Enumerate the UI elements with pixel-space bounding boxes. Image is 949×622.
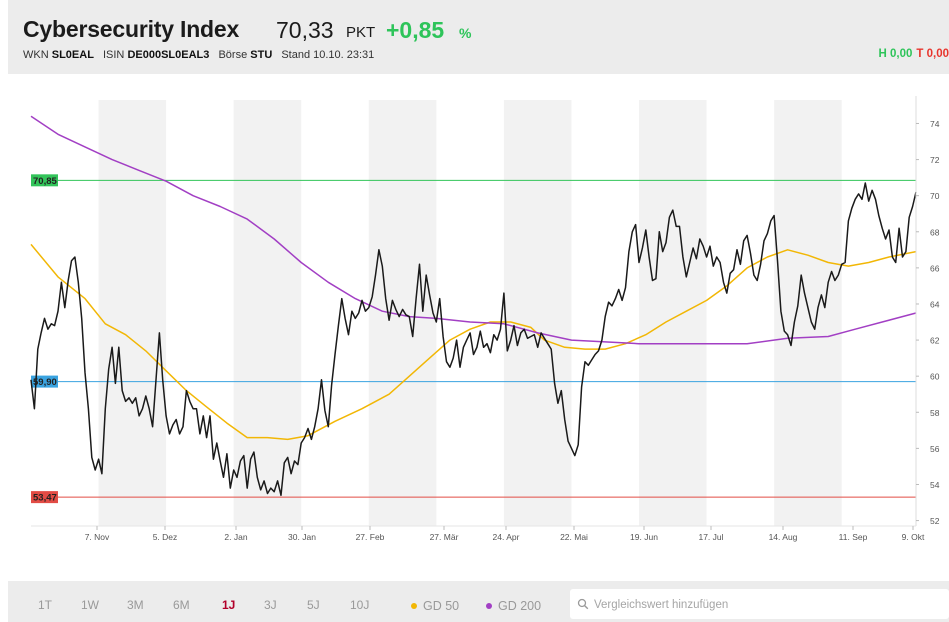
quote-header: Cybersecurity Index 70,33 PKT +0,85 % WK… — [8, 0, 949, 74]
series-line-gd-200 — [30, 115, 917, 345]
timestamp: Stand 10.10. 23:31 — [281, 49, 375, 61]
price-unit: PKT — [346, 24, 376, 41]
month-band-2 — [368, 100, 437, 526]
x-tick-label-10: 14. Aug — [769, 532, 798, 542]
page-title: Cybersecurity Index — [23, 16, 240, 42]
x-tick-label-7: 22. Mai — [560, 532, 588, 542]
y-tick-label-3: 58 — [930, 408, 940, 418]
month-band-4 — [639, 100, 707, 526]
y-tick-label-4: 60 — [930, 372, 940, 382]
x-tick-label-1: 5. Dez — [153, 532, 178, 542]
x-tick-label-0: 7. Nov — [85, 532, 110, 542]
range-1w[interactable]: 1W — [81, 598, 99, 612]
price-value: 70,33 — [276, 17, 334, 43]
y-tick-label-10: 72 — [930, 155, 940, 165]
y-tick-label-5: 62 — [930, 336, 940, 346]
y-tick-label-7: 66 — [930, 263, 940, 273]
day-high: H 0,00 — [878, 48, 913, 60]
chart-svg: 70,85 59,90 53,47 52 54 56 58 60 62 64 66 68 70 72 74… — [30, 96, 940, 542]
x-tick-label-8: 19. Jun — [630, 532, 658, 542]
reference-tag-1 — [31, 375, 58, 388]
range-6m[interactable]: 6M — [173, 598, 190, 612]
month-band-0 — [98, 100, 167, 526]
range-10j[interactable]: 10J — [350, 598, 370, 612]
y-tick-label-2: 56 — [930, 444, 940, 454]
legend-gd200-label: GD 200 — [498, 599, 542, 613]
legend-gd50-label: GD 50 — [423, 599, 460, 613]
reference-tag-0 — [31, 174, 58, 187]
x-tick-label-12: 9. Okt — [902, 532, 925, 542]
series-line-price — [30, 182, 917, 497]
range-5j[interactable]: 5J — [307, 598, 320, 612]
legend-gd200[interactable]: GD 200 — [486, 599, 541, 613]
day-low: T 0,00 — [916, 48, 949, 60]
security-meta: WKN SL0EAL ISIN DE000SL0EAL3 Börse STU S… — [23, 49, 374, 61]
reference-tag-2 — [31, 491, 58, 504]
exchange-label: Börse — [218, 49, 248, 61]
change-value: +0,85 — [386, 17, 445, 43]
isin-label: ISIN — [102, 49, 125, 61]
x-tick-label-9: 17. Jul — [698, 532, 723, 542]
y-tick-label-6: 64 — [930, 299, 940, 309]
x-tick-label-2: 2. Jan — [224, 532, 247, 542]
y-tick-label-8: 68 — [930, 227, 940, 237]
x-tick-label-3: 30. Jan — [288, 532, 316, 542]
month-band-5 — [774, 100, 842, 526]
search-icon — [577, 598, 589, 610]
isin-value: DE000SL0EAL3 — [127, 49, 210, 61]
legend-gd50[interactable]: GD 50 — [411, 599, 459, 613]
range-3j[interactable]: 3J — [264, 598, 277, 612]
reference-label-2: 53,47 — [33, 493, 57, 504]
month-band-1 — [233, 100, 302, 526]
y-tick-label-9: 70 — [930, 191, 940, 201]
y-tick-label-1: 54 — [930, 480, 940, 490]
high-low: H 0,00 T 0,00 — [879, 48, 949, 60]
y-tick-label-11: 74 — [930, 119, 940, 129]
reference-label-0: 70,85 — [33, 176, 57, 187]
range-1t[interactable]: 1T — [38, 598, 53, 612]
x-tick-label-6: 24. Apr — [493, 532, 520, 542]
compare-search[interactable] — [570, 589, 949, 619]
wkn-label: WKN — [23, 49, 49, 61]
y-tick-label-0: 52 — [930, 516, 940, 526]
reference-label-1: 59,90 — [33, 377, 57, 388]
gd200-dot — [486, 602, 492, 609]
wkn-value: SL0EAL — [51, 49, 94, 61]
range-3m[interactable]: 3M — [127, 598, 144, 612]
price-chart[interactable]: 70,85 59,90 53,47 52 54 56 58 60 62 64 66 68 70 72 74… — [8, 76, 949, 580]
range-1j[interactable]: 1J — [222, 598, 236, 612]
month-band-3 — [503, 100, 572, 526]
change-unit: % — [459, 25, 472, 41]
compare-input[interactable] — [592, 594, 936, 616]
chart-toolbar: 1T 1W 3M 6M 1J 3J 5J 10J GD 50 GD 200 — [8, 581, 949, 622]
x-tick-label-5: 27. Mär — [430, 532, 459, 542]
x-tick-label-11: 11. Sep — [839, 532, 868, 542]
exchange-value: STU — [250, 49, 273, 61]
x-tick-label-4: 27. Feb — [356, 532, 385, 542]
gd50-dot — [411, 602, 417, 609]
